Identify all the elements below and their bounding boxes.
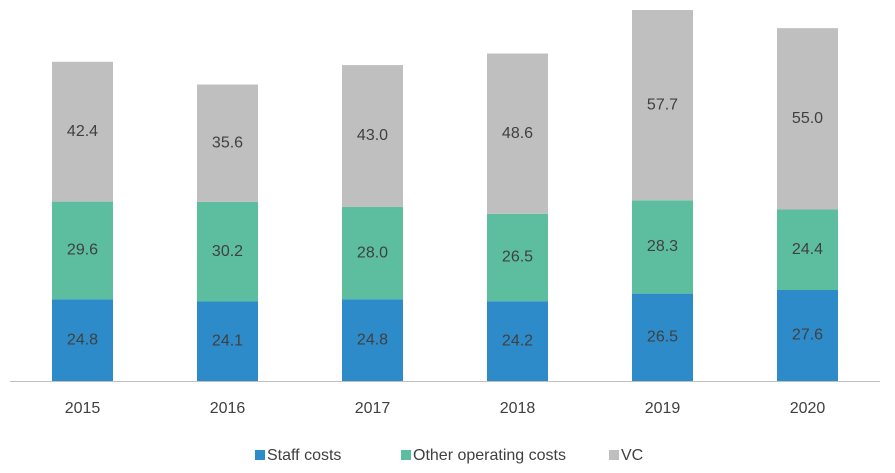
data-label: 24.1 <box>212 332 243 349</box>
bar-segment <box>632 200 693 294</box>
bar-segment <box>197 201 258 302</box>
x-tick-label: 2017 <box>355 400 391 417</box>
bar-segment <box>632 293 693 381</box>
data-label: 48.6 <box>502 125 533 142</box>
data-label: 57.7 <box>647 96 678 113</box>
data-label: 28.3 <box>647 238 678 255</box>
legend-swatch <box>255 450 265 460</box>
bar-segment <box>487 213 548 302</box>
bar-segment <box>197 84 258 202</box>
data-label: 42.4 <box>67 123 98 140</box>
data-label: 55.0 <box>792 110 823 127</box>
legend-swatch <box>401 450 411 460</box>
x-tick-label: 2015 <box>65 400 101 417</box>
bar-segment <box>342 299 403 381</box>
data-label: 27.6 <box>792 327 823 344</box>
x-tick-label: 2019 <box>645 400 681 417</box>
legend-label: Other operating costs <box>413 447 566 464</box>
bar-segment <box>487 301 548 381</box>
bar-segment <box>777 289 838 381</box>
bar-segment <box>487 53 548 214</box>
x-tick-label: 2020 <box>790 400 826 417</box>
bar-segment <box>52 299 113 381</box>
legend-label: VC <box>621 447 643 464</box>
x-tick-label: 2018 <box>500 400 536 417</box>
data-label: 24.4 <box>792 241 823 258</box>
bar-segment <box>342 206 403 300</box>
bar-segment <box>52 201 113 300</box>
data-label: 30.2 <box>212 243 243 260</box>
bar-segment <box>777 209 838 290</box>
data-label: 28.0 <box>357 244 388 261</box>
bar-segment <box>777 28 838 210</box>
bar-segment <box>342 65 403 207</box>
bar-segment <box>632 10 693 201</box>
data-label: 24.8 <box>67 331 98 348</box>
data-label: 24.8 <box>357 331 388 348</box>
legend-label: Staff costs <box>267 447 341 464</box>
x-tick-label: 2016 <box>210 400 246 417</box>
data-label: 26.5 <box>502 249 533 266</box>
bar-segment <box>197 301 258 381</box>
data-label: 43.0 <box>357 127 388 144</box>
data-label: 35.6 <box>212 134 243 151</box>
bar-segment <box>52 61 113 202</box>
legend-swatch <box>609 450 619 460</box>
data-label: 26.5 <box>647 329 678 346</box>
data-label: 24.2 <box>502 332 533 349</box>
data-label: 29.6 <box>67 242 98 259</box>
